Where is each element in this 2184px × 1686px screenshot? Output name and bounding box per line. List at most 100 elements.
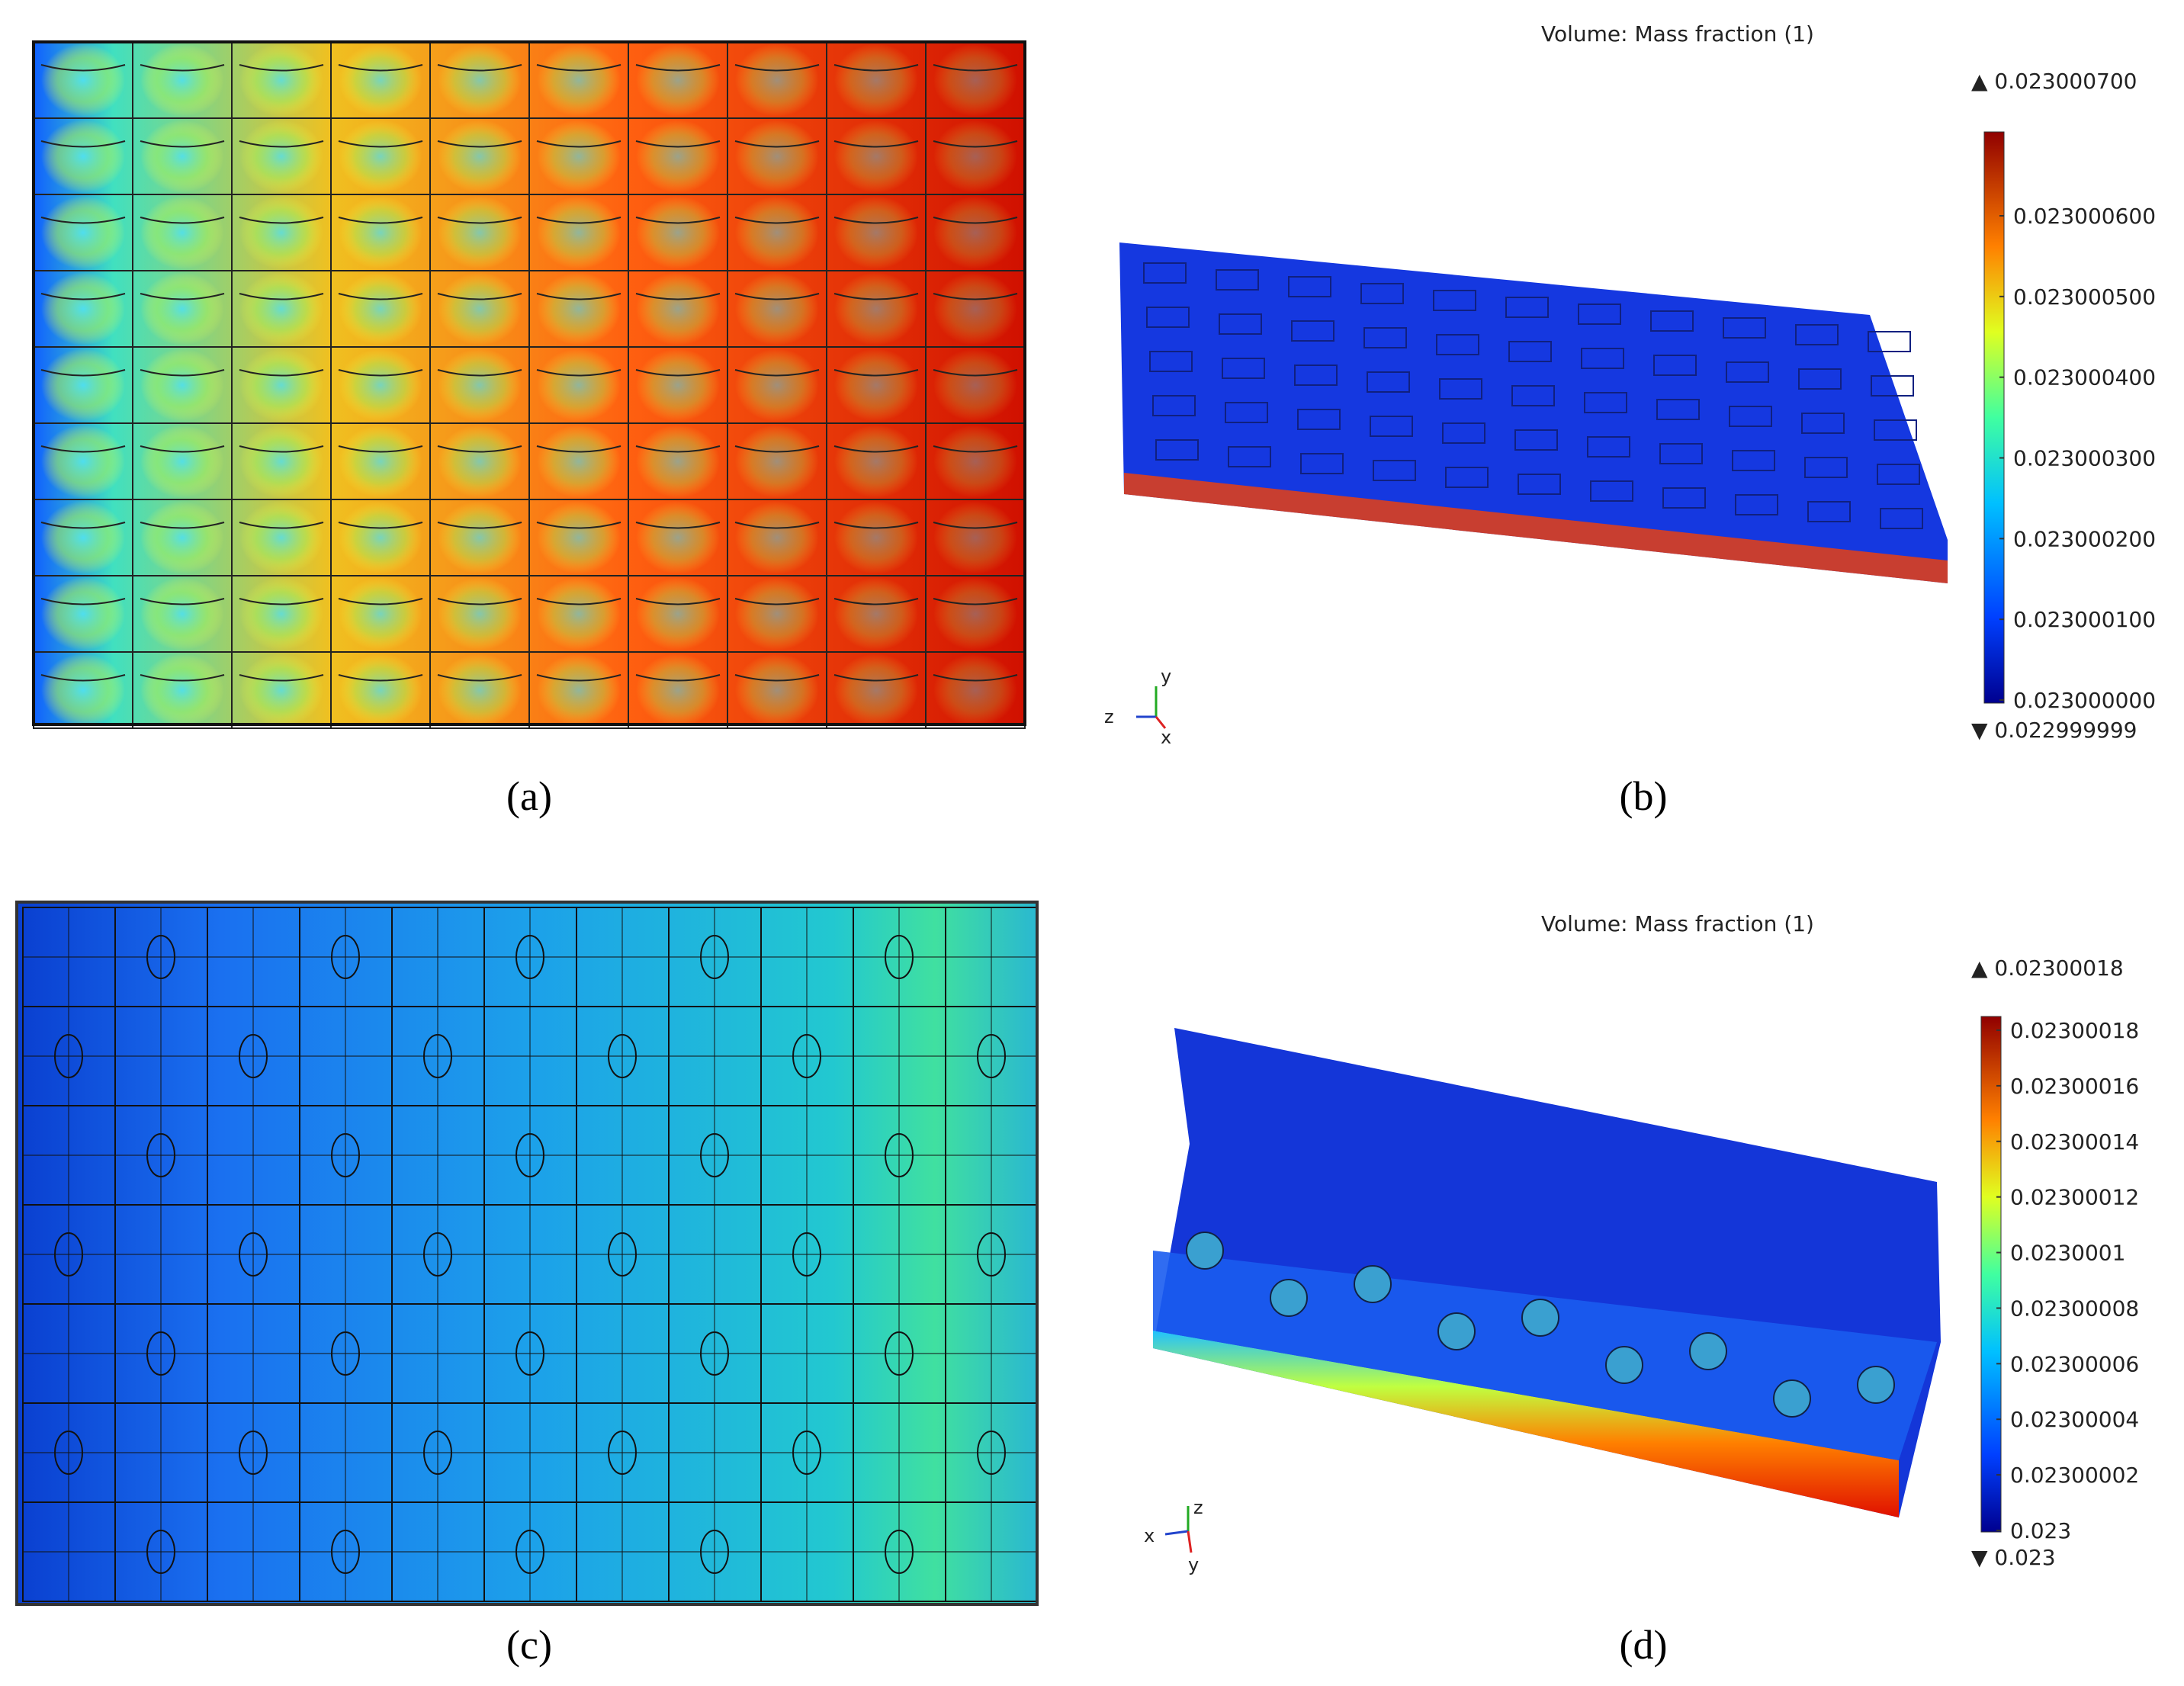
fiber-section (977, 1431, 1006, 1475)
fiber (437, 522, 522, 529)
cell-spot (41, 654, 125, 727)
fiber (437, 217, 522, 224)
cell-outline (1439, 378, 1482, 400)
cell-spot (140, 43, 224, 117)
panel-c-image (15, 901, 1039, 1606)
cell-outline (1804, 457, 1848, 478)
cell-outline (1868, 331, 1911, 352)
colorbar-tick-label: 0.023000000 (2013, 688, 2156, 713)
fiber (536, 445, 621, 453)
cell-outline (1662, 487, 1706, 509)
fiber (536, 293, 621, 300)
fiber (338, 217, 423, 224)
fiber (536, 598, 621, 605)
cell-spot (834, 272, 918, 345)
cell-spot (438, 348, 522, 422)
cell-spot (636, 577, 720, 650)
cell-spot (933, 120, 1017, 193)
cell-spot (636, 654, 720, 727)
cell-outline (1294, 364, 1338, 386)
fiber-section (423, 1034, 452, 1078)
axis-letter: x (1144, 1525, 1155, 1546)
cell-spot (834, 577, 918, 650)
fiber-section (608, 1431, 637, 1475)
cell-spot (438, 43, 522, 117)
fiber (536, 522, 621, 529)
fiber-section (1186, 1232, 1224, 1270)
cell-spot (537, 425, 621, 498)
cell-spot (933, 501, 1017, 574)
colorbar-min: ▼ 0.023 (1971, 1545, 2056, 1570)
fiber (734, 445, 820, 453)
colorbar-tick-label: 0.02300002 (2010, 1463, 2139, 1488)
cell-outline (1518, 474, 1561, 495)
fiber-section (1437, 1312, 1476, 1350)
fiber (536, 64, 621, 72)
cell-spot (933, 654, 1017, 727)
cell-spot (239, 43, 323, 117)
cell-outline (1433, 290, 1476, 311)
cell-spot (239, 577, 323, 650)
cell-outline (1155, 439, 1199, 461)
fiber (536, 674, 621, 682)
fiber-section (331, 1133, 360, 1177)
axis-letter: x (1161, 727, 1171, 748)
fiber-section (700, 1133, 729, 1177)
cell-spot (140, 272, 224, 345)
fiber (635, 369, 721, 377)
cell-outline (1436, 334, 1479, 355)
fiber (140, 64, 225, 72)
fiber (437, 674, 522, 682)
fiber (338, 598, 423, 605)
panel-a-image (32, 40, 1026, 729)
fiber (933, 522, 1018, 529)
fiber (437, 64, 522, 72)
cell-spot (438, 425, 522, 498)
cell-spot (140, 120, 224, 193)
fiber (933, 217, 1018, 224)
colorbar-tick-label: 0.023000400 (2013, 365, 2156, 390)
fiber (833, 598, 919, 605)
fiber (140, 445, 225, 453)
fiber (140, 293, 225, 300)
cell-outline (1225, 402, 1268, 423)
fiber (239, 293, 324, 300)
fiber (239, 445, 324, 453)
cell-spot (735, 196, 819, 269)
fiber (833, 445, 919, 453)
cell-spot (537, 196, 621, 269)
cell-outline (1291, 320, 1334, 342)
cell-spot (834, 348, 918, 422)
cell-spot (41, 577, 125, 650)
panel-d-image (1153, 1028, 1941, 1553)
axis-letter: z (1193, 1497, 1203, 1518)
fiber (734, 369, 820, 377)
cell-spot (636, 196, 720, 269)
cell-outline (1735, 494, 1778, 515)
cell-spot (735, 120, 819, 193)
fiber (338, 522, 423, 529)
cell-spot (834, 196, 918, 269)
colorbar-max: ▲ 0.02300018 (1971, 955, 2124, 981)
cell-spot (339, 577, 422, 650)
cell-spot (834, 501, 918, 574)
fiber (437, 598, 522, 605)
cell-spot (339, 425, 422, 498)
fiber (933, 674, 1018, 682)
fiber-section (885, 1530, 914, 1574)
cell-spot (239, 196, 323, 269)
colorbar-tick-label: 0.02300012 (2010, 1185, 2139, 1210)
fiber (833, 217, 919, 224)
fiber-section (239, 1034, 268, 1078)
cell-spot (537, 120, 621, 193)
fiber (536, 217, 621, 224)
cell-spot (933, 577, 1017, 650)
cell-spot (438, 120, 522, 193)
fiber (140, 369, 225, 377)
fiber (635, 598, 721, 605)
cell-spot (41, 425, 125, 498)
cell-spot (636, 120, 720, 193)
colorbar-tick-label: 0.02300018 (2010, 1018, 2139, 1043)
fiber (140, 598, 225, 605)
cell-outline (1300, 453, 1344, 474)
